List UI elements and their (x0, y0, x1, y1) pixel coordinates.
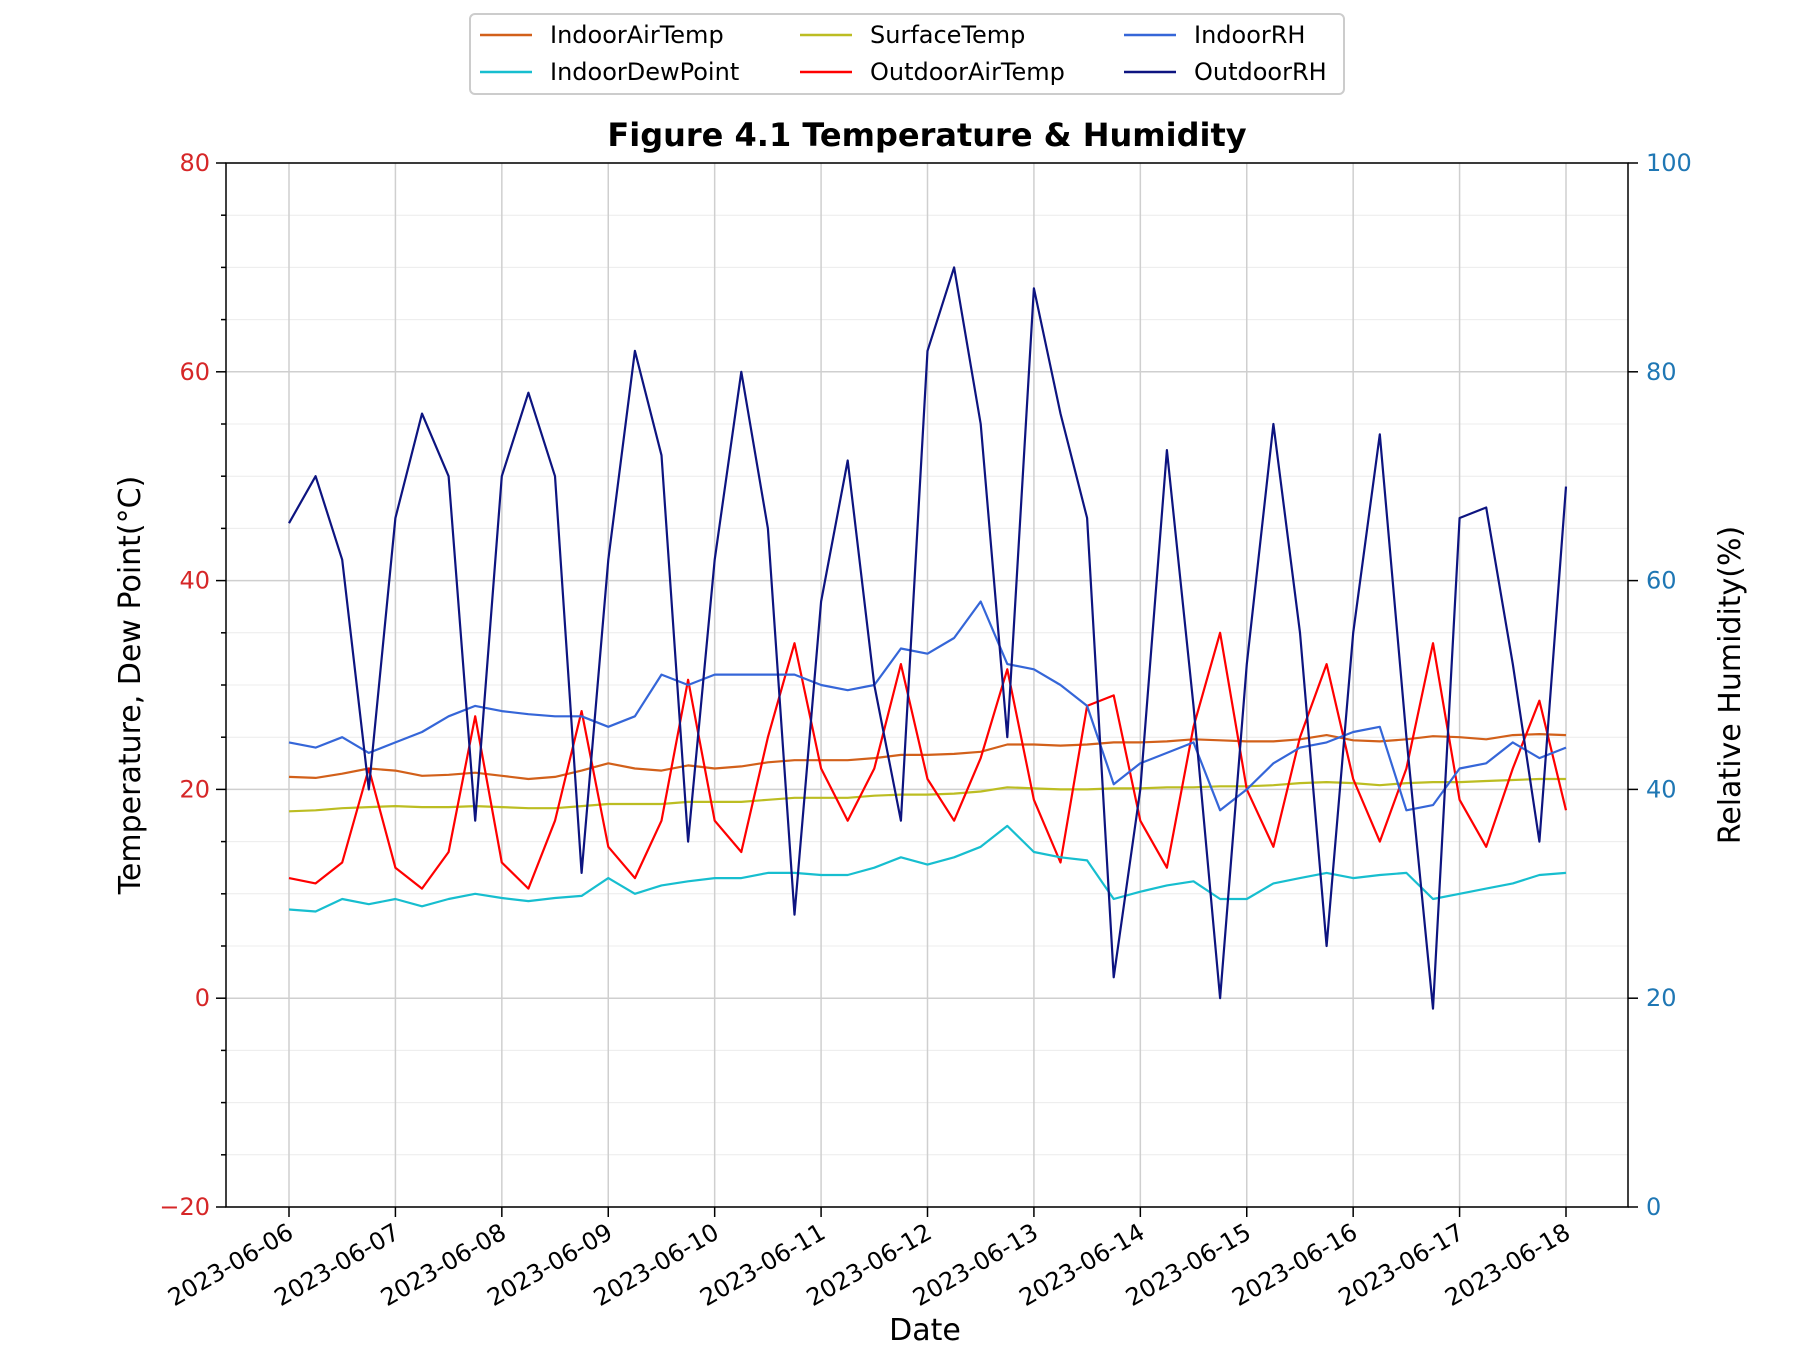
series-line-IndoorRH (288, 600, 1567, 812)
left-tick-label: 40 (179, 567, 210, 595)
tick-marks (216, 162, 1638, 1217)
right-tick-label: 80 (1646, 358, 1677, 386)
right-tick-label: 20 (1646, 984, 1677, 1012)
series-lines (288, 266, 1568, 1010)
right-y-axis-label: Relative Humidity(%) (1713, 526, 1748, 844)
legend: IndoorAirTemp IndoorDewPoint SurfaceTemp Ou… (469, 13, 1345, 95)
x-tick-labels: 2023-06-062023-06-072023-06-082023-06-09… (163, 1218, 1575, 1312)
series-line-IndoorDewPoint (288, 824, 1567, 913)
series-line-OutdoorRH (288, 266, 1568, 1010)
series-line-IndoorAirTemp (288, 732, 1567, 781)
left-tick-label: 80 (179, 149, 210, 177)
left-tick-labels: −20 0 20 40 60 80 (159, 149, 210, 1221)
right-tick-label: 100 (1646, 149, 1692, 177)
left-tick-label: 60 (179, 358, 210, 386)
legend-label-IndoorAirTemp: IndoorAirTemp (550, 21, 724, 49)
left-tick-label: 0 (195, 984, 210, 1012)
right-tick-label: 60 (1646, 567, 1677, 595)
legend-label-OutdoorAirTemp: OutdoorAirTemp (870, 58, 1065, 86)
grid (226, 162, 1628, 1208)
x-axis-label: Date (889, 1313, 961, 1348)
left-tick-label: −20 (159, 1193, 210, 1221)
right-tick-label: 40 (1646, 775, 1677, 803)
legend-label-SurfaceTemp: SurfaceTemp (870, 21, 1025, 49)
series-line-OutdoorAirTemp (288, 631, 1568, 890)
legend-label-IndoorRH: IndoorRH (1194, 21, 1305, 49)
legend-label-OutdoorRH: OutdoorRH (1194, 58, 1327, 86)
legend-label-IndoorDewPoint: IndoorDewPoint (550, 58, 739, 86)
right-tick-label: 0 (1646, 1193, 1661, 1221)
chart-title: Figure 4.1 Temperature & Humidity (607, 116, 1246, 154)
right-tick-labels: 0 20 40 60 80 100 (1646, 149, 1692, 1221)
left-tick-label: 20 (179, 775, 210, 803)
series-line-SurfaceTemp (288, 777, 1566, 813)
left-y-axis-label: Temperature, Dew Point(°C) (113, 476, 148, 896)
